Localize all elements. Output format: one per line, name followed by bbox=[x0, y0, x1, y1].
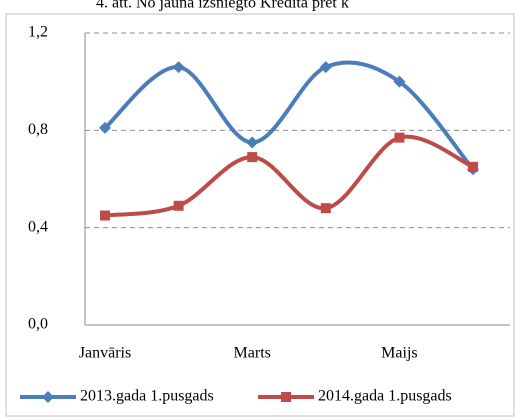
marker bbox=[247, 152, 258, 163]
marker bbox=[393, 75, 406, 88]
marker bbox=[100, 210, 110, 221]
chart-title: 4. att. No jauna izsniegto Kredīta pret … bbox=[96, 0, 349, 12]
legend-marker bbox=[42, 391, 54, 403]
y-tick-label: 0,0 bbox=[28, 316, 48, 333]
marker bbox=[99, 121, 111, 134]
marker bbox=[319, 61, 332, 74]
series-line bbox=[103, 60, 475, 171]
marker bbox=[394, 132, 405, 143]
chart-frame bbox=[5, 13, 515, 417]
x-tick-label: Maijs bbox=[381, 345, 417, 362]
marker bbox=[246, 136, 259, 149]
legend-marker bbox=[281, 392, 291, 402]
marker bbox=[320, 203, 331, 214]
legend-label: 2013.gada 1.pusgads bbox=[80, 388, 214, 405]
y-tick-label: 0,8 bbox=[28, 121, 48, 138]
marker bbox=[172, 61, 185, 74]
x-tick-label: Janvāris bbox=[79, 345, 131, 362]
marker bbox=[468, 161, 478, 172]
legend-label: 2014.gada 1.pusgads bbox=[318, 388, 452, 405]
y-tick-label: 0,4 bbox=[28, 218, 48, 235]
y-tick-label: 1,2 bbox=[28, 24, 48, 41]
marker bbox=[173, 200, 184, 211]
x-tick-label: Marts bbox=[234, 345, 271, 362]
